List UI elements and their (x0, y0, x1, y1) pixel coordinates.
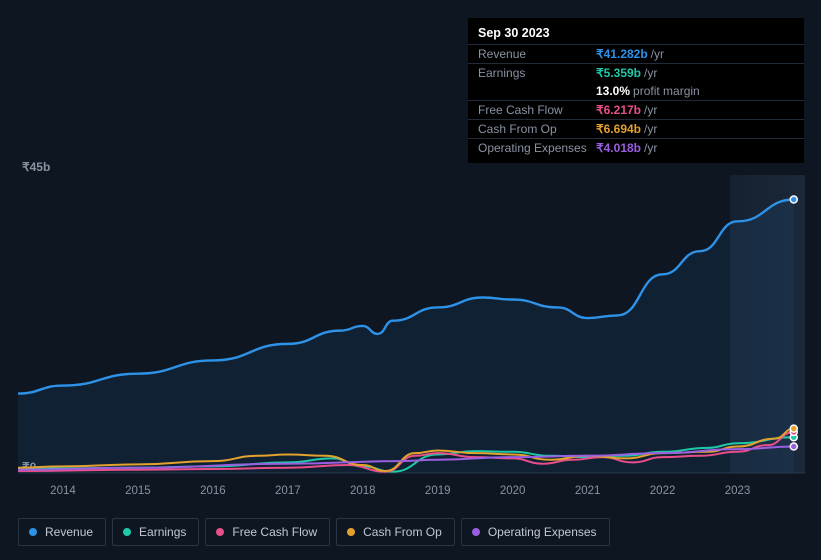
tooltip-row-label: Operating Expenses (478, 141, 596, 155)
legend-label: Revenue (45, 525, 93, 539)
tooltip-row-unit: /yr (644, 122, 657, 136)
legend-item-revenue[interactable]: Revenue (18, 518, 106, 546)
legend-label: Earnings (139, 525, 186, 539)
tooltip-row-label: Earnings (478, 66, 596, 80)
x-tick-label: 2021 (575, 485, 601, 497)
x-tick-label: 2016 (200, 485, 226, 497)
tooltip-row-unit: /yr (644, 141, 657, 155)
legend-label: Free Cash Flow (232, 525, 317, 539)
x-tick-label: 2017 (275, 485, 301, 497)
legend-item-earnings[interactable]: Earnings (112, 518, 199, 546)
tooltip-row: Cash From Op₹6.694b/yr (468, 119, 804, 138)
tooltip-row: Revenue₹41.282b/yr (468, 44, 804, 63)
chart-legend: Revenue Earnings Free Cash Flow Cash From O… (18, 518, 610, 546)
tooltip-row-value: ₹4.018b (596, 141, 641, 155)
x-tick-label: 2023 (725, 485, 751, 497)
tooltip-row: Operating Expenses₹4.018b/yr (468, 138, 804, 157)
chart-container: Sep 30 2023 Revenue₹41.282b/yrEarnings₹5… (0, 0, 821, 560)
tooltip-row-value: ₹6.694b (596, 122, 641, 136)
x-tick-label: 2019 (425, 485, 451, 497)
tooltip-row-unit: /yr (651, 47, 664, 61)
chart-tooltip: Sep 30 2023 Revenue₹41.282b/yrEarnings₹5… (468, 18, 804, 163)
x-tick-label: 2022 (650, 485, 676, 497)
legend-item-operating-expenses[interactable]: Operating Expenses (461, 518, 610, 546)
x-tick-label: 2018 (350, 485, 376, 497)
legend-label: Operating Expenses (488, 525, 597, 539)
tooltip-row-unit: /yr (644, 66, 657, 80)
tooltip-row-value: ₹5.359b (596, 66, 641, 80)
tooltip-row-value: ₹41.282b (596, 47, 648, 61)
tooltip-row: 13.0%profit margin (468, 82, 804, 100)
tooltip-row-unit: /yr (644, 103, 657, 117)
legend-dot-icon (29, 528, 37, 536)
legend-dot-icon (216, 528, 224, 536)
x-tick-label: 2014 (50, 485, 76, 497)
legend-dot-icon (472, 528, 480, 536)
tooltip-row-label: Cash From Op (478, 122, 596, 136)
legend-item-cash-from-op[interactable]: Cash From Op (336, 518, 455, 546)
tooltip-row-label: Free Cash Flow (478, 103, 596, 117)
line-chart[interactable] (18, 175, 805, 495)
tooltip-row: Earnings₹5.359b/yr (468, 63, 804, 82)
tooltip-row-value: 13.0% (596, 84, 630, 98)
legend-label: Cash From Op (363, 525, 442, 539)
legend-dot-icon (123, 528, 131, 536)
tooltip-date: Sep 30 2023 (468, 24, 804, 44)
x-axis-ticks: 2014 2015 2016 2017 2018 2019 2020 2021 2022 2023 (18, 485, 805, 505)
y-axis-max-label: ₹45b (22, 160, 50, 174)
tooltip-row-value: ₹6.217b (596, 103, 641, 117)
tooltip-row: Free Cash Flow₹6.217b/yr (468, 100, 804, 119)
legend-dot-icon (347, 528, 355, 536)
legend-item-free-cash-flow[interactable]: Free Cash Flow (205, 518, 330, 546)
tooltip-row-label: Revenue (478, 47, 596, 61)
x-tick-label: 2015 (125, 485, 151, 497)
tooltip-row-unit: profit margin (633, 84, 700, 98)
x-tick-label: 2020 (500, 485, 526, 497)
